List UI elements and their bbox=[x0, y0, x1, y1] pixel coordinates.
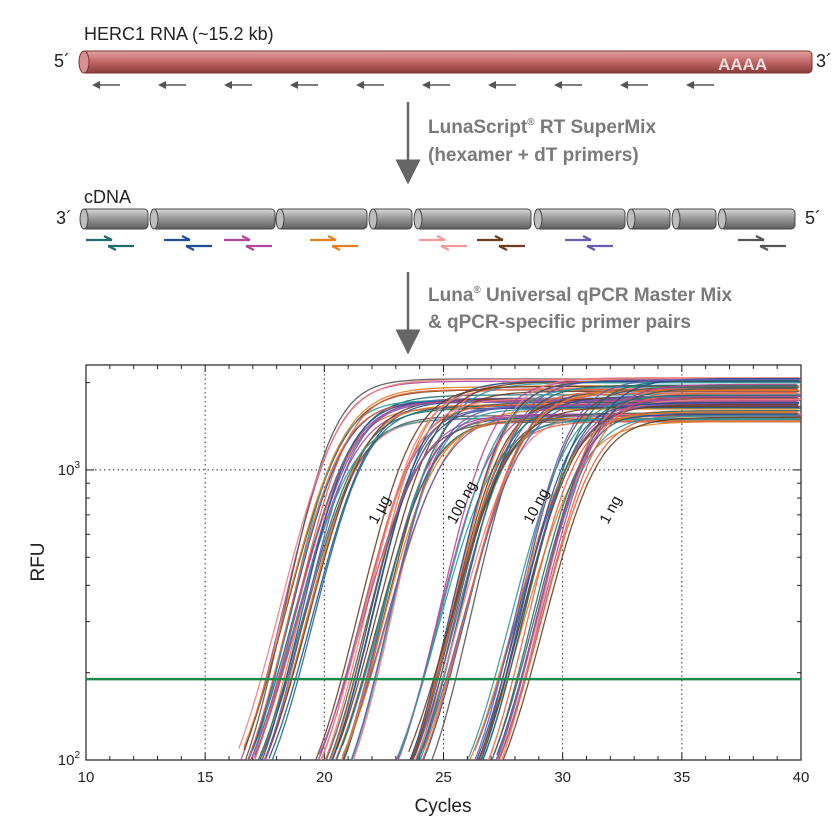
rt-primer-arrow bbox=[92, 81, 120, 89]
primer-pair bbox=[738, 235, 786, 251]
amplification-curve bbox=[475, 413, 798, 760]
amplification-curve bbox=[396, 403, 798, 760]
x-tick-label: 25 bbox=[435, 769, 452, 786]
rt-primer-arrow bbox=[488, 81, 516, 89]
cdna-segment bbox=[413, 208, 532, 230]
qpcr-step-line2: & qPCR-specific primer pairs bbox=[428, 312, 691, 333]
rt-step-line1: LunaScript® RT SuperMix bbox=[428, 117, 656, 138]
rt-primer-arrows bbox=[92, 81, 714, 89]
x-tick-labels: 10 15 20 25 30 35 40 bbox=[78, 769, 810, 786]
amplification-curve bbox=[320, 398, 801, 760]
amplification-curves bbox=[238, 377, 801, 760]
y-tick-label: 103 bbox=[58, 460, 81, 479]
amplification-curve bbox=[498, 383, 797, 760]
primer-pair bbox=[164, 235, 212, 251]
primer-pair bbox=[86, 235, 134, 251]
rt-primer-arrow bbox=[422, 81, 450, 89]
x-tick-label: 40 bbox=[793, 769, 810, 786]
x-tick-label: 30 bbox=[554, 769, 571, 786]
primer-pair bbox=[224, 235, 272, 251]
cdna-three-prime-label: 3´ bbox=[56, 208, 72, 228]
cdna-segment bbox=[717, 208, 796, 230]
cdna-segment bbox=[79, 208, 149, 230]
x-tick-label: 10 bbox=[78, 769, 95, 786]
rna-title: HERC1 RNA (~15.2 kb) bbox=[84, 24, 274, 44]
amplification-curve bbox=[482, 394, 801, 760]
qpcr-primer-pairs bbox=[86, 235, 786, 251]
amplification-curve bbox=[411, 397, 799, 760]
amplification-curve bbox=[495, 395, 801, 760]
rt-primer-arrow bbox=[620, 81, 648, 89]
rna-three-prime-label: 3´ bbox=[816, 51, 832, 71]
cdna-segment bbox=[533, 208, 626, 230]
cdna-segment bbox=[368, 208, 413, 230]
primer-pair bbox=[565, 235, 613, 251]
primer-pair bbox=[310, 235, 358, 251]
cdna-molecule bbox=[79, 208, 796, 230]
polya-tail: AAAA bbox=[718, 55, 767, 74]
amplification-curve bbox=[502, 416, 801, 760]
y-tick-labels: 102 103 bbox=[58, 460, 81, 769]
cdna-segment bbox=[671, 208, 717, 230]
x-tick-label: 35 bbox=[673, 769, 690, 786]
amplification-curve bbox=[253, 388, 799, 760]
amplification-curve bbox=[477, 403, 799, 760]
amplification-curve bbox=[469, 411, 798, 760]
rt-primer-arrow bbox=[554, 81, 582, 89]
curve-group bbox=[467, 377, 801, 760]
amplification-curve bbox=[480, 402, 800, 760]
rt-primer-arrow bbox=[686, 81, 714, 89]
cdna-segment bbox=[626, 208, 671, 230]
amplification-curve bbox=[498, 392, 798, 760]
axis-ticks bbox=[85, 365, 802, 761]
y-axis-label: RFU bbox=[28, 542, 49, 581]
x-tick-label: 20 bbox=[316, 769, 333, 786]
amplification-curve bbox=[246, 400, 797, 760]
x-tick-label: 15 bbox=[197, 769, 214, 786]
cdna-title: cDNA bbox=[84, 187, 131, 207]
rt-primer-arrow bbox=[290, 81, 318, 89]
cdna-five-prime-label: 5´ bbox=[805, 208, 821, 228]
y-tick-label: 102 bbox=[58, 750, 81, 769]
amplification-curve bbox=[493, 387, 798, 756]
qpcr-step-line1: Luna® Universal qPCR Master Mix bbox=[428, 285, 733, 306]
rna-molecule bbox=[78, 50, 813, 74]
cdna-segment bbox=[275, 208, 368, 230]
rt-primer-arrow bbox=[356, 81, 384, 89]
primer-pair bbox=[419, 235, 467, 251]
x-axis-label: Cycles bbox=[414, 796, 471, 817]
cdna-segment bbox=[149, 208, 276, 230]
rt-step-line2: (hexamer + dT primers) bbox=[428, 145, 639, 166]
primer-pair bbox=[477, 235, 525, 251]
rt-primer-arrow bbox=[158, 81, 186, 89]
rt-primer-arrow bbox=[224, 81, 252, 89]
amplification-curve bbox=[474, 378, 801, 760]
rna-five-prime-label: 5´ bbox=[54, 51, 70, 71]
